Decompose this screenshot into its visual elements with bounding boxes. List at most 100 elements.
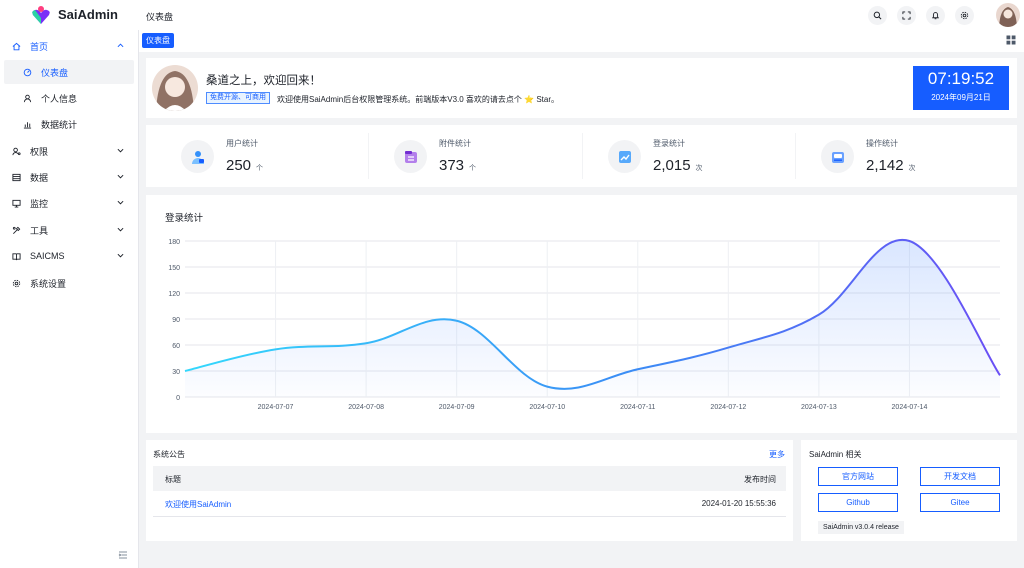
sidebar-item-label: 工具 — [30, 225, 49, 236]
bell-icon[interactable] — [926, 6, 945, 25]
y-tick-label: 150 — [168, 265, 180, 272]
notice-title: 系统公告 — [153, 450, 185, 459]
sidebar-item-statistics[interactable]: 数据统计 — [4, 112, 134, 136]
notice-link[interactable]: 欢迎使用SaiAdmin — [165, 500, 232, 509]
license-badge: 免费开源、可商用 — [206, 92, 270, 104]
chart-title: 登录统计 — [165, 213, 204, 224]
welcome-title: 桑道之上，欢迎回来！ — [206, 75, 321, 87]
stat-attachments[interactable]: 附件统计 373 个 — [359, 125, 572, 187]
dev-docs-button[interactable]: 开发文档 — [920, 467, 1000, 486]
stat-label: 附件统计 — [439, 139, 471, 148]
sidebar-item-profile[interactable]: 个人信息 — [4, 86, 134, 110]
stat-unit: 次 — [695, 165, 703, 172]
version-badge: SaiAdmin v3.0.4 release — [818, 521, 904, 534]
chart-area — [185, 239, 1000, 397]
user-avatar[interactable] — [996, 3, 1020, 27]
notice-more-link[interactable]: 更多 — [769, 450, 785, 459]
sidebar-item-settings[interactable]: 系统设置 — [4, 271, 134, 295]
sidebar-item-label: 仪表盘 — [41, 67, 69, 78]
clock-panel: 07:19:52 2024年09月21日 — [913, 66, 1009, 110]
stat-value: 250 — [226, 157, 252, 174]
x-tick-label: 2024-07-09 — [439, 404, 475, 411]
stat-label: 操作统计 — [866, 139, 898, 148]
breadcrumb: 仪表盘 — [146, 12, 174, 22]
sidebar-item-monitor[interactable]: 监控 — [4, 191, 134, 215]
official-site-button[interactable]: 官方网站 — [818, 467, 898, 486]
dashboard-icon — [22, 67, 32, 77]
links-card: SaiAdmin 相关 官方网站 开发文档 Github Gitee SaiAd… — [801, 440, 1017, 541]
stat-label: 用户统计 — [226, 139, 258, 148]
chevron-down-icon — [117, 174, 124, 179]
stat-value: 373 — [439, 157, 465, 174]
search-icon[interactable] — [868, 6, 887, 25]
stat-users[interactable]: 用户统计 250 个 — [146, 125, 359, 187]
x-tick-label: 2024-07-13 — [801, 404, 837, 411]
tab-menu-icon[interactable] — [1006, 35, 1016, 45]
sidebar-item-label: 个人信息 — [41, 93, 78, 104]
x-tick-label: 2024-07-12 — [710, 404, 746, 411]
x-tick-label: 2024-07-11 — [620, 404, 655, 411]
x-tick-label: 2024-07-07 — [258, 404, 294, 411]
links-title: SaiAdmin 相关 — [809, 450, 862, 459]
notice-time: 2024-01-20 15:55:36 — [701, 499, 776, 508]
tab-dashboard[interactable]: 仪表盘 — [142, 33, 174, 48]
sidebar-item-dashboard[interactable]: 仪表盘 — [4, 60, 134, 84]
sidebar-item-saicms[interactable]: SAICMS — [4, 244, 134, 268]
chevron-down-icon — [117, 227, 124, 232]
fullscreen-icon[interactable] — [897, 6, 916, 25]
y-tick-label: 180 — [168, 239, 180, 246]
clock-time: 07:19:52 — [927, 69, 995, 88]
gear-icon — [11, 278, 21, 288]
stat-operations[interactable]: 操作统计 2,142 次 — [786, 125, 999, 187]
stats-card: 用户统计 250 个 附件统计 373 个 登录统计 2,015 次 操作统计 2,1… — [146, 125, 1017, 187]
brand-name: SaiAdmin — [58, 7, 118, 22]
tool-icon — [11, 225, 21, 235]
column-header-time: 发布时间 — [744, 475, 776, 484]
user-stat-icon — [181, 140, 214, 173]
stat-unit: 个 — [469, 165, 477, 172]
tab-strip: 仪表盘 — [139, 30, 1024, 52]
sidebar-collapse-button[interactable] — [118, 550, 132, 564]
permission-icon — [11, 146, 21, 156]
chart-line — [184, 238, 1001, 390]
data-icon — [11, 172, 21, 182]
bar-chart-icon — [22, 119, 32, 129]
home-icon — [11, 41, 21, 51]
sidebar-item-label: 数据 — [30, 172, 49, 183]
sidebar-item-label: 权限 — [30, 146, 49, 157]
welcome-subtitle: 欢迎使用SaiAdmin后台权限管理系统。前端版本V3.0 喜欢的请去点个 ⭐ … — [277, 95, 559, 104]
clock-date: 2024年09月21日 — [931, 93, 991, 102]
sidebar-item-tools[interactable]: 工具 — [4, 218, 134, 242]
sidebar-item-data[interactable]: 数据 — [4, 165, 134, 189]
stat-value: 2,142 — [866, 157, 904, 174]
sidebar-item-label: SAICMS — [30, 251, 65, 261]
sidebar-item-permission[interactable]: 权限 — [4, 139, 134, 163]
logo-icon[interactable] — [30, 4, 52, 26]
sidebar-item-label: 系统设置 — [30, 278, 67, 289]
welcome-card: 桑道之上，欢迎回来！ 免费开源、可商用 欢迎使用SaiAdmin后台权限管理系统… — [146, 58, 1017, 118]
sidebar-item-label: 数据统计 — [41, 119, 78, 130]
github-button[interactable]: Github — [818, 493, 898, 512]
gitee-button[interactable]: Gitee — [920, 493, 1000, 512]
monitor-icon — [11, 198, 21, 208]
table-row[interactable]: 欢迎使用SaiAdmin 2024-01-20 15:55:36 — [153, 491, 786, 517]
x-tick-label: 2024-07-10 — [529, 404, 565, 411]
sidebar-item-label: 首页 — [30, 41, 49, 52]
y-tick-label: 0 — [176, 395, 180, 402]
gear-icon[interactable] — [955, 6, 974, 25]
stat-value: 2,015 — [653, 157, 691, 174]
stat-label: 登录统计 — [653, 139, 685, 148]
stat-unit: 个 — [256, 165, 264, 172]
x-tick-label: 2024-07-08 — [348, 404, 384, 411]
y-tick-label: 30 — [172, 369, 180, 376]
stat-logins[interactable]: 登录统计 2,015 次 — [573, 125, 786, 187]
sidebar-item-label: 监控 — [30, 198, 49, 209]
chevron-down-icon — [117, 200, 124, 205]
notice-card: 系统公告 更多 标题 发布时间 欢迎使用SaiAdmin 2024-01-20 … — [146, 440, 793, 541]
sidebar-item-home[interactable]: 首页 — [4, 34, 134, 58]
welcome-avatar — [152, 65, 198, 111]
chevron-down-icon — [117, 253, 124, 258]
chevron-down-icon — [117, 148, 124, 153]
user-icon — [22, 93, 32, 103]
x-tick-label: 2024-07-14 — [892, 404, 928, 411]
